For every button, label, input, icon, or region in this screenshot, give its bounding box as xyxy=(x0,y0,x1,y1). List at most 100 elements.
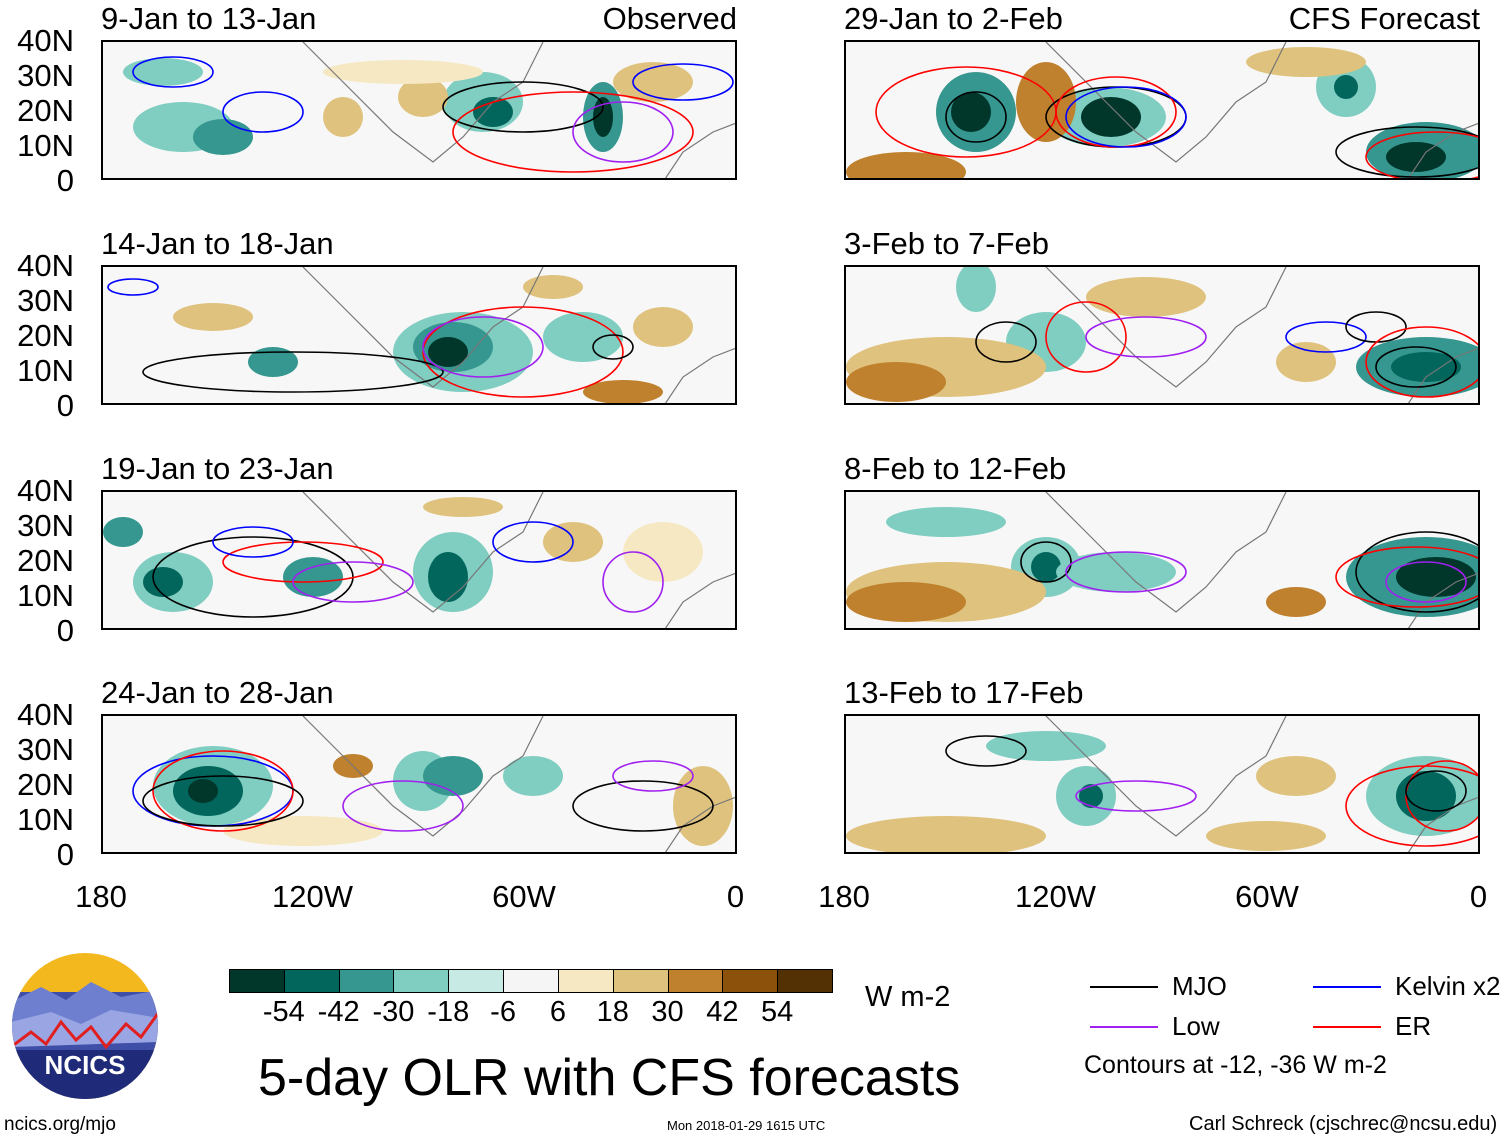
colorbar-swatch xyxy=(667,969,724,993)
wave-contour xyxy=(1365,131,1478,178)
olr-anomaly-region xyxy=(123,58,203,86)
wave-contour xyxy=(107,278,159,296)
olr-anomaly-region xyxy=(1206,821,1326,851)
wave-contour xyxy=(342,780,464,832)
olr-anomaly-region xyxy=(673,766,733,846)
colorbar-swatch xyxy=(229,969,285,993)
longitude-label: 120W xyxy=(272,879,353,914)
wave-contour xyxy=(945,91,1007,143)
coastline xyxy=(1407,347,1478,403)
map-panel xyxy=(101,490,737,630)
olr-anomaly-region xyxy=(951,92,991,132)
wave-contour xyxy=(592,334,634,360)
colorbar-label: 6 xyxy=(549,996,566,1028)
panel-title: 14-Jan to 18-Jan xyxy=(101,226,334,261)
latitude-label: 10N xyxy=(17,578,74,613)
coastline xyxy=(1407,572,1478,628)
colorbar-label: 30 xyxy=(651,996,684,1028)
olr-anomaly-region xyxy=(423,756,483,796)
figure-title: 5-day OLR with CFS forecasts xyxy=(258,1049,961,1107)
olr-anomaly-region xyxy=(1031,552,1061,582)
olr-anomaly-region xyxy=(623,522,703,582)
panel-title: 13-Feb to 17-Feb xyxy=(844,675,1084,710)
longitude-label: 60W xyxy=(492,879,556,914)
legend-label: Low xyxy=(1172,1011,1220,1041)
olr-anomaly-region xyxy=(593,97,613,137)
olr-anomaly-region xyxy=(583,380,663,403)
wave-contour xyxy=(572,101,674,163)
wave-contour xyxy=(975,321,1037,363)
wave-contour xyxy=(422,316,544,378)
olr-shading xyxy=(846,42,1478,178)
longitude-label: 0 xyxy=(1469,879,1488,914)
olr-anomaly-region xyxy=(846,816,1046,852)
olr-anomaly-region xyxy=(193,119,253,155)
olr-anomaly-region xyxy=(428,552,468,602)
timestamp: Mon 2018-01-29 1615 UTC xyxy=(667,1118,826,1133)
colorbar-swatch xyxy=(557,969,614,993)
latitude-label: 20N xyxy=(17,543,74,578)
olr-anomaly-region xyxy=(846,582,966,622)
olr-anomaly-region xyxy=(1056,552,1176,592)
coastline xyxy=(1045,267,1287,388)
colorbar-swatch xyxy=(722,969,779,993)
wave-contour xyxy=(632,63,734,101)
coastline xyxy=(302,716,544,837)
coastline xyxy=(302,267,544,388)
olr-anomaly-region xyxy=(503,756,563,796)
olr-anomaly-region xyxy=(986,731,1106,761)
coastline xyxy=(1045,492,1287,613)
olr-anomaly-region xyxy=(188,779,218,803)
longitude-label: 0 xyxy=(726,879,745,914)
colorbar-swatch xyxy=(503,969,559,993)
coastline xyxy=(1045,716,1287,837)
map-panel xyxy=(844,490,1480,630)
olr-anomaly-region xyxy=(1396,771,1456,821)
wave-contour xyxy=(142,775,304,827)
olr-shading xyxy=(846,267,1478,403)
wave-contour xyxy=(492,521,574,563)
website-link[interactable]: ncics.org/mjo xyxy=(4,1114,116,1135)
wave-contour xyxy=(612,760,694,792)
wave-contour xyxy=(1385,561,1467,603)
colorbar-label: -54 xyxy=(262,996,305,1028)
legend-label: Kelvin x2 xyxy=(1395,971,1501,1001)
olr-anomaly-region xyxy=(283,557,343,597)
latitude-label: 0 xyxy=(56,837,74,872)
panel-title: 24-Jan to 28-Jan xyxy=(101,675,334,710)
wave-contour xyxy=(1335,546,1478,608)
wave-contour xyxy=(1335,126,1478,178)
longitude-label: 60W xyxy=(1235,879,1299,914)
legend-line xyxy=(1090,986,1158,988)
map-panel xyxy=(844,40,1480,180)
latitude-label: 30N xyxy=(17,732,74,767)
olr-anomaly-region xyxy=(1079,784,1103,808)
logo-text: NCICS xyxy=(45,1050,126,1080)
latitude-label: 0 xyxy=(56,613,74,648)
wave-contour xyxy=(1285,321,1367,353)
latitude-label: 40N xyxy=(17,697,74,732)
panel-tag: CFS Forecast xyxy=(1288,1,1480,36)
legend-label: MJO xyxy=(1172,971,1227,1001)
olr-anomaly-region xyxy=(523,275,583,299)
coastline xyxy=(302,42,544,163)
olr-anomaly-region xyxy=(1266,587,1326,617)
olr-shading xyxy=(846,492,1478,628)
latitude-label: 30N xyxy=(17,508,74,543)
ncics-logo: NCICS xyxy=(11,952,159,1100)
latitude-label: 40N xyxy=(17,473,74,508)
olr-anomaly-region xyxy=(398,77,448,117)
colorbar-swatch xyxy=(448,969,505,993)
olr-anomaly-region xyxy=(1256,756,1336,796)
colorbar-label: 42 xyxy=(706,996,739,1028)
olr-anomaly-region xyxy=(1246,47,1366,77)
wave-contour xyxy=(1045,301,1127,373)
wave-contour xyxy=(1085,316,1207,358)
olr-shading xyxy=(132,716,735,852)
wave-contour xyxy=(602,551,664,613)
longitude-label: 120W xyxy=(1015,879,1096,914)
olr-anomaly-region xyxy=(1391,352,1461,382)
olr-anomaly-region xyxy=(1334,75,1358,99)
colorbar-swatch xyxy=(283,969,340,993)
latitude-label: 30N xyxy=(17,283,74,318)
